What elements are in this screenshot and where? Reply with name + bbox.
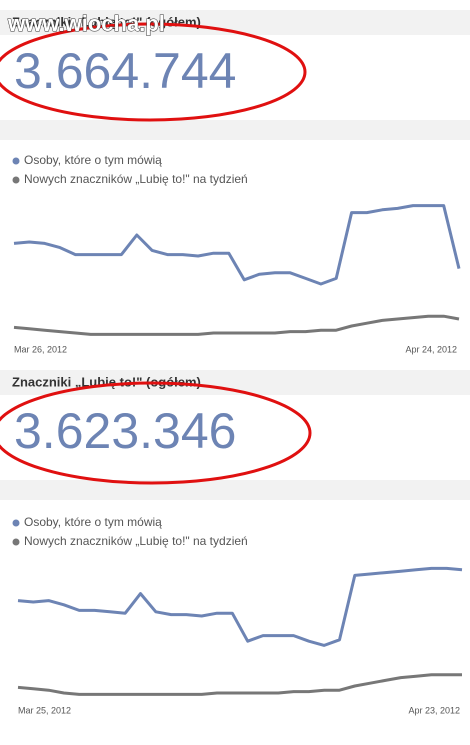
x-tick-label: Mar 25, 2012 xyxy=(18,705,71,715)
legend-label: Nowych znaczników „Lubię to!" na tydzień xyxy=(24,534,248,548)
series-line xyxy=(17,673,462,696)
legend-label: Nowych znaczników „Lubię to!" na tydzień xyxy=(24,172,248,186)
series-line xyxy=(13,204,461,286)
x-tick-label: Apr 23, 2012 xyxy=(408,705,460,715)
legend-swatch xyxy=(12,157,20,165)
panel-heading: Znaczniki „Lubię to!" (ogółem) xyxy=(12,374,201,389)
x-tick-label: Apr 24, 2012 xyxy=(405,344,457,354)
x-tick-label: Mar 26, 2012 xyxy=(14,344,67,354)
legend-label: Osoby, które o tym mówią xyxy=(24,515,162,529)
legend-swatch xyxy=(12,519,20,527)
separator-bar xyxy=(0,480,470,500)
highlight-ellipse xyxy=(0,381,312,485)
legend-swatch xyxy=(12,538,20,546)
legend-label: Osoby, które o tym mówią xyxy=(24,153,162,167)
series-line xyxy=(17,566,463,647)
legend-swatch xyxy=(12,176,20,184)
separator-bar xyxy=(0,120,470,140)
like-count: 3.664.744 xyxy=(14,43,236,99)
series-line xyxy=(13,314,460,336)
like-count: 3.623.346 xyxy=(14,403,236,459)
panel-heading: Znaczniki „Lubię to!" (ogółem) xyxy=(12,14,201,29)
highlight-ellipse xyxy=(0,22,307,122)
watermark: www.wiocha.pl xyxy=(7,11,165,36)
